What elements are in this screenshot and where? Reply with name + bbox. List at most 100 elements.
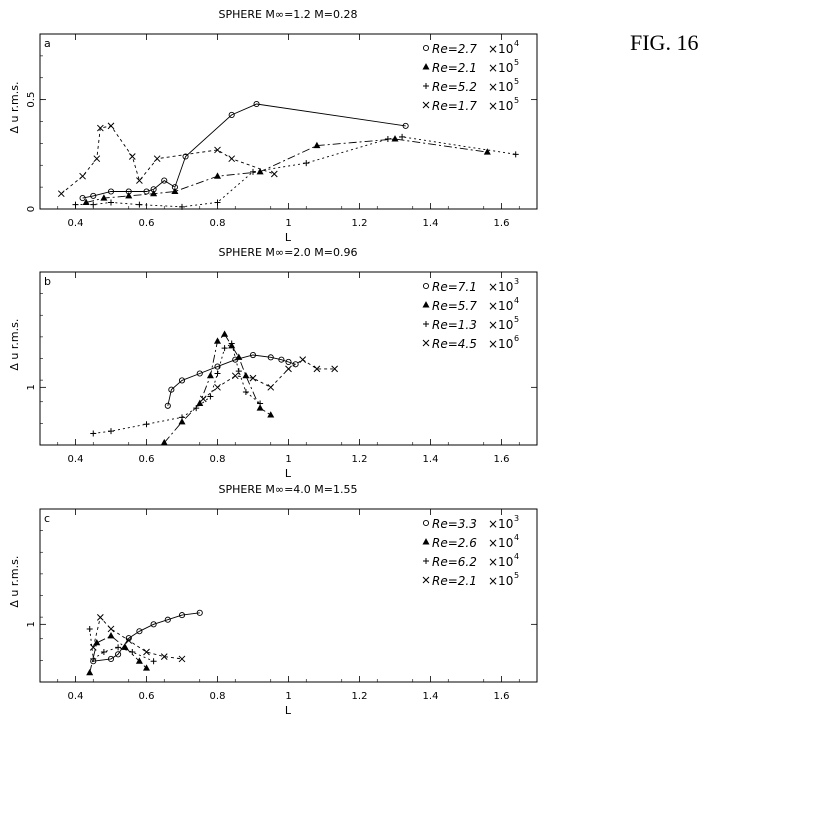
data-point xyxy=(160,438,168,446)
legend-exponent: 4 xyxy=(514,296,519,305)
legend-marker xyxy=(422,101,430,109)
legend-marker xyxy=(422,339,430,347)
series-line xyxy=(203,359,335,400)
data-point xyxy=(178,655,186,663)
series-4 xyxy=(89,614,186,663)
x-tick-label: 0.8 xyxy=(210,218,226,229)
legend-label: Re=1.7 xyxy=(432,99,477,113)
data-point xyxy=(179,414,185,421)
legend-marker xyxy=(423,83,429,89)
legend-exponent: 5 xyxy=(514,58,519,67)
data-point xyxy=(125,637,133,644)
data-point xyxy=(90,655,97,662)
legend-marker xyxy=(422,576,430,584)
data-point xyxy=(313,365,321,373)
legend-exponent-base: ×10 xyxy=(488,337,513,351)
series-line xyxy=(86,138,488,203)
data-point xyxy=(115,644,122,651)
x-tick-label: 1.2 xyxy=(352,218,368,229)
data-point xyxy=(86,625,93,632)
x-tick-label: 1.4 xyxy=(423,691,439,702)
data-point xyxy=(285,358,292,366)
data-point xyxy=(384,136,391,142)
legend-label: Re=5.2 xyxy=(432,80,477,94)
data-point xyxy=(100,194,108,201)
data-point xyxy=(331,365,339,373)
series-4 xyxy=(199,356,339,403)
data-point xyxy=(90,201,97,208)
data-point xyxy=(249,374,257,382)
data-point xyxy=(115,651,122,658)
legend-label: Re=2.7 xyxy=(432,42,477,56)
y-tick-label: 0 xyxy=(26,206,37,212)
series-line xyxy=(93,342,261,434)
data-point xyxy=(402,122,409,129)
x-tick-label: 1.6 xyxy=(494,218,510,229)
series-line xyxy=(163,333,272,443)
data-point xyxy=(168,386,175,393)
panel-letter: b xyxy=(44,275,51,288)
legend-exponent-base: ×10 xyxy=(488,61,513,75)
legend-marker xyxy=(422,301,430,308)
plot-frame xyxy=(39,271,538,446)
series-1 xyxy=(164,351,299,409)
x-tick-label: 1 xyxy=(285,454,291,465)
data-point xyxy=(391,135,399,142)
data-point xyxy=(313,141,321,149)
data-point xyxy=(178,612,186,619)
data-point xyxy=(153,155,161,163)
data-point xyxy=(193,405,200,412)
data-point xyxy=(178,377,186,384)
panel-a: SPHERE M∞=1.2 M=0.28 a 0.4 0.6 0.8 1 1.2 1.4 1.6… xyxy=(8,8,538,244)
legend-exponent-base: ×10 xyxy=(488,99,513,113)
series-line xyxy=(75,136,516,208)
data-point xyxy=(125,192,133,199)
data-point xyxy=(108,199,114,206)
legend-marker xyxy=(422,519,430,527)
x-tick-label: 1.6 xyxy=(494,454,510,465)
data-point xyxy=(228,155,236,163)
x-tick-label: 1.4 xyxy=(423,218,439,229)
legend-exponent: 4 xyxy=(514,39,519,48)
data-point xyxy=(79,195,86,202)
panel-title: SPHERE M∞=1.2 M=0.28 xyxy=(219,8,358,21)
legend-label: Re=2.1 xyxy=(432,574,477,588)
data-point xyxy=(199,395,207,403)
panel-title: SPHERE M∞=2.0 M=0.96 xyxy=(219,246,358,259)
data-point xyxy=(228,340,235,347)
plot-frame xyxy=(39,508,538,683)
data-point xyxy=(143,421,150,428)
data-point xyxy=(93,155,101,163)
legend-exponent-base: ×10 xyxy=(488,80,513,94)
y-tick-label: 1 xyxy=(26,384,37,390)
legend-label: Re=2.6 xyxy=(432,536,477,550)
data-point xyxy=(107,625,115,633)
data-point xyxy=(483,148,491,155)
series-2 xyxy=(82,135,491,205)
data-point xyxy=(214,146,221,154)
legend-exponent-base: ×10 xyxy=(488,280,513,294)
x-axis-label: L xyxy=(285,467,292,480)
data-point xyxy=(231,372,239,380)
data-point xyxy=(207,393,214,400)
data-point xyxy=(292,361,299,368)
data-point xyxy=(206,371,214,379)
legend-label: Re=6.2 xyxy=(432,555,477,569)
data-point xyxy=(196,370,203,377)
data-point xyxy=(214,363,221,370)
data-point xyxy=(221,330,229,337)
series-3 xyxy=(90,340,264,437)
data-point xyxy=(253,100,260,108)
x-tick-label: 0.4 xyxy=(68,691,84,702)
x-tick-label: 1.4 xyxy=(423,454,439,465)
data-point xyxy=(96,124,104,132)
data-point xyxy=(96,614,104,621)
data-point xyxy=(143,188,150,195)
data-point xyxy=(270,170,278,178)
legend-marker xyxy=(422,44,430,52)
data-point xyxy=(160,653,168,660)
legend-label: Re=3.3 xyxy=(432,517,477,531)
y-axis-label: Δ u r.m.s. xyxy=(8,82,21,134)
data-point xyxy=(399,133,406,140)
